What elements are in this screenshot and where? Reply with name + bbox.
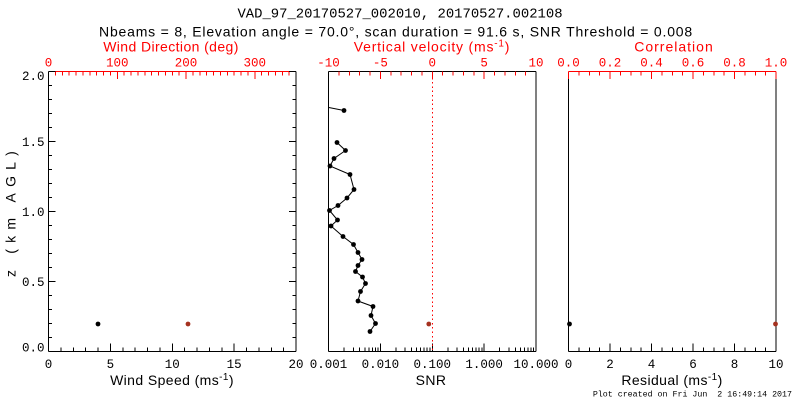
svg-text:Nbeams = 8, Elevation angle =: Nbeams = 8, Elevation angle = 70.0°, sca… [99,24,693,40]
svg-text:0: 0 [565,358,573,372]
svg-text:0.5: 0.5 [22,276,45,290]
svg-text:0: 0 [428,57,436,71]
svg-text:0.0: 0.0 [22,342,45,356]
svg-text:10: 10 [165,358,180,372]
svg-text:-10: -10 [317,57,340,71]
svg-text:4: 4 [648,358,656,372]
svg-text:0.6: 0.6 [682,57,705,71]
svg-text:z (km AGL): z (km AGL) [3,145,19,277]
svg-text:Correlation: Correlation [634,39,713,55]
svg-text:2: 2 [606,358,614,372]
svg-text:0.8: 0.8 [723,57,746,71]
svg-text:0: 0 [45,358,53,372]
svg-text:0.001: 0.001 [310,358,348,372]
svg-text:Wind Speed (ms-1): Wind Speed (ms-1) [110,372,234,388]
svg-text:8: 8 [731,358,739,372]
svg-text:0.4: 0.4 [640,57,663,71]
svg-text:1.0: 1.0 [765,57,788,71]
svg-text:-5: -5 [373,57,388,71]
svg-text:1.5: 1.5 [22,136,45,150]
svg-text:10: 10 [768,358,783,372]
svg-text:20: 20 [288,358,303,372]
svg-text:300: 300 [243,57,266,71]
svg-text:Vertical velocity (ms-1): Vertical velocity (ms-1) [354,39,510,55]
svg-text:SNR: SNR [416,372,447,388]
svg-text:15: 15 [227,358,242,372]
svg-text:Plot created on Fri Jun 2 16:: Plot created on Fri Jun 2 16:49:14 2017 [593,389,792,399]
svg-text:0.100: 0.100 [413,358,451,372]
svg-text:5: 5 [480,57,488,71]
svg-text:Residual (ms-1): Residual (ms-1) [621,372,722,388]
svg-text:2.0: 2.0 [22,70,45,84]
svg-text:1.000: 1.000 [465,358,503,372]
svg-text:5: 5 [107,358,115,372]
svg-text:0.010: 0.010 [362,358,400,372]
svg-text:100: 100 [106,57,129,71]
svg-text:10: 10 [528,57,543,71]
svg-text:0: 0 [45,57,53,71]
svg-text:0.2: 0.2 [599,57,622,71]
svg-text:VAD_97_20170527_002010, 201705: VAD_97_20170527_002010, 20170527.002108 [237,7,562,23]
svg-text:Wind Direction (deg): Wind Direction (deg) [103,39,239,55]
svg-text:1.0: 1.0 [22,206,45,220]
svg-text:6: 6 [689,358,697,372]
svg-text:10.000: 10.000 [513,358,558,372]
svg-text:200: 200 [175,57,198,71]
svg-text:0.0: 0.0 [557,57,580,71]
